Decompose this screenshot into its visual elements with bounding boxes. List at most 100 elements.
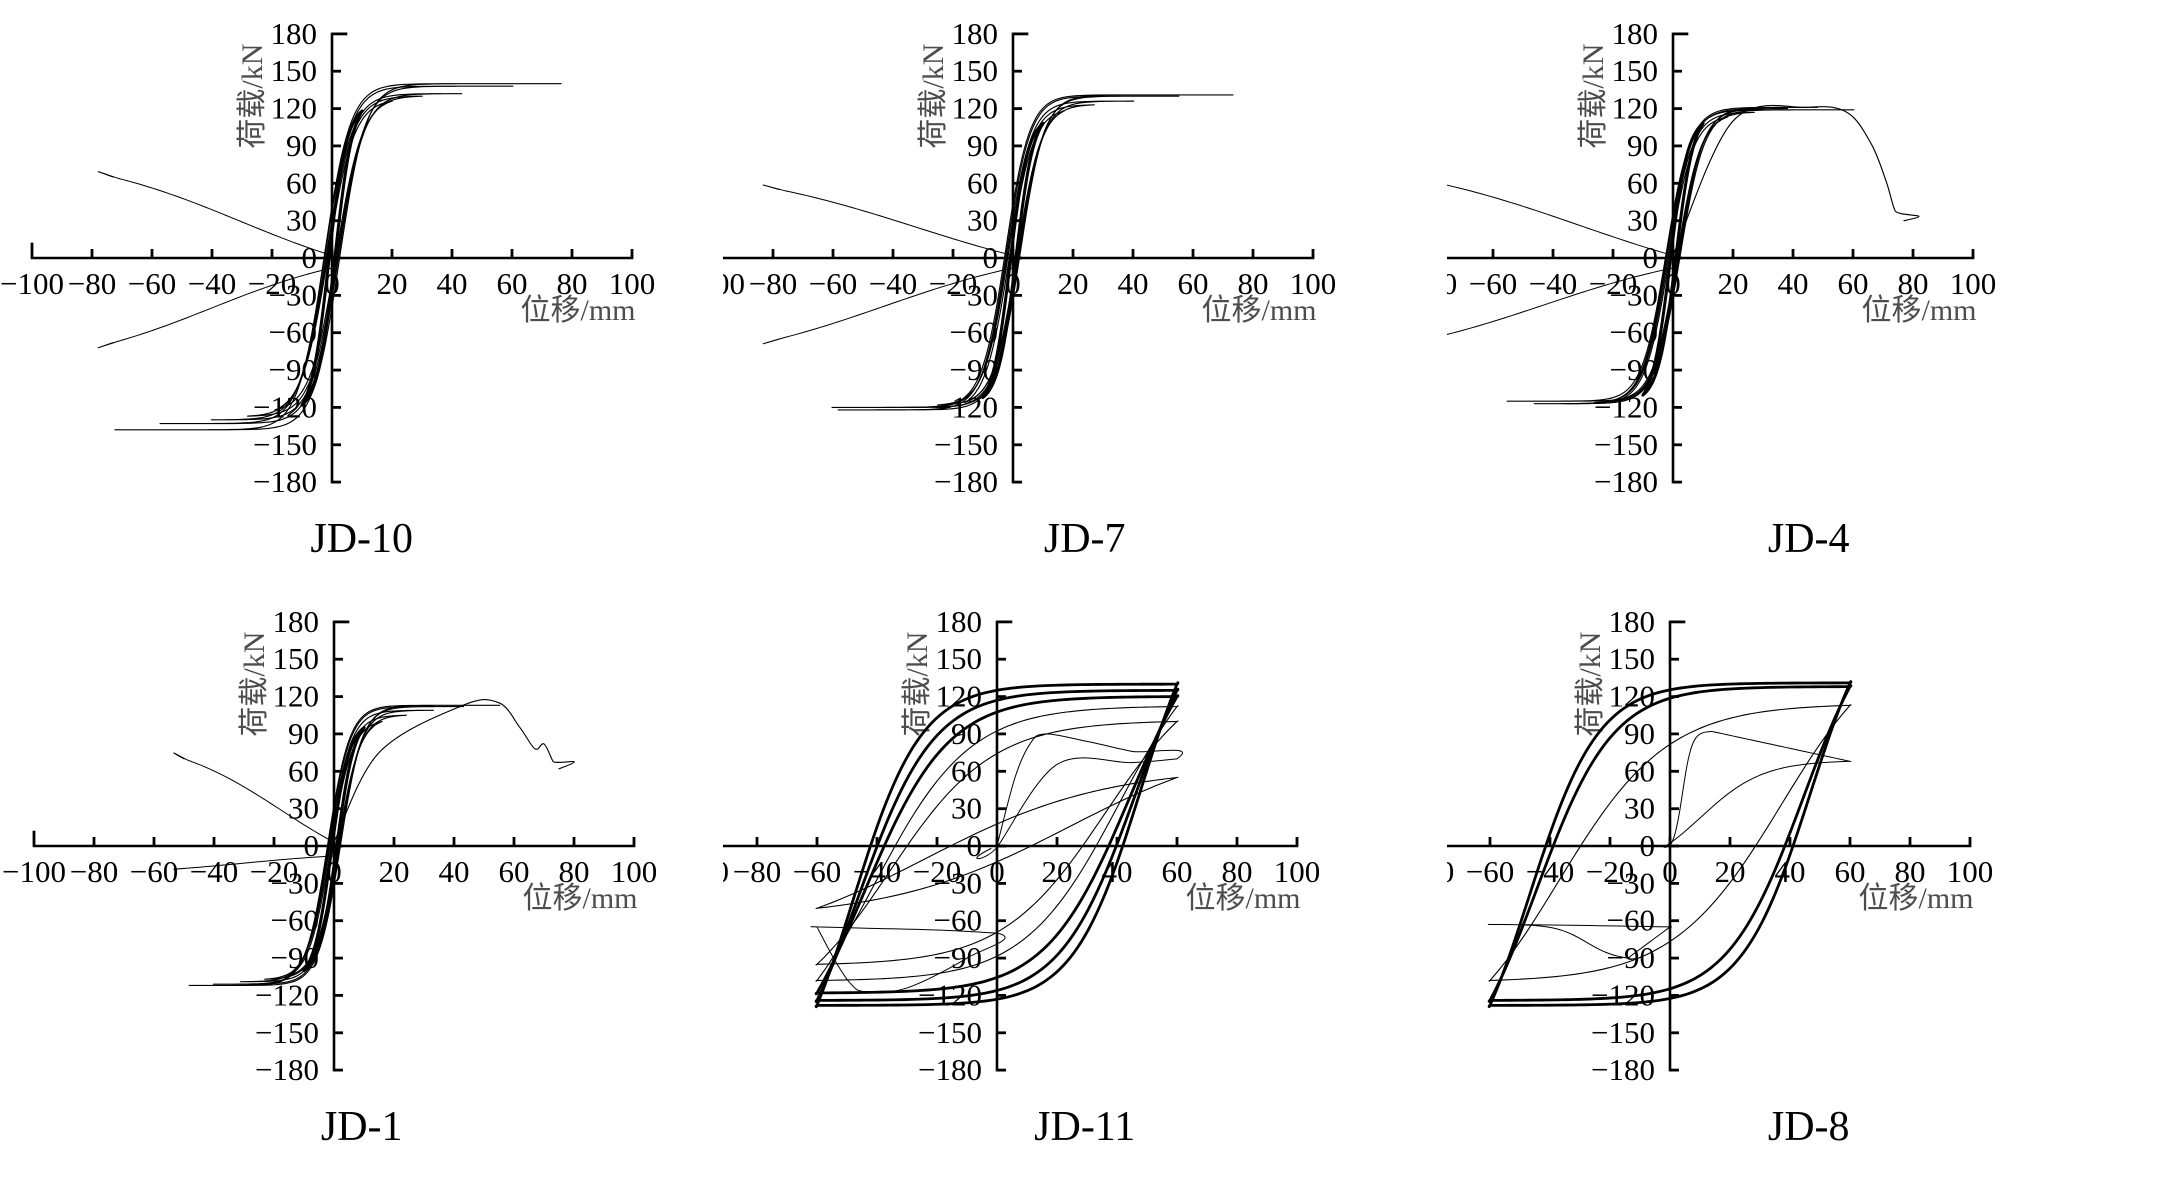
- svg-text:JD-1: JD-1: [321, 1104, 403, 1150]
- svg-text:−30: −30: [271, 865, 319, 900]
- svg-text:90: 90: [286, 128, 317, 163]
- svg-text:180: 180: [273, 604, 319, 639]
- svg-text:−80: −80: [749, 266, 797, 301]
- svg-text:−180: −180: [918, 1052, 982, 1087]
- svg-text:60: 60: [288, 753, 319, 788]
- svg-text:30: 30: [286, 203, 317, 238]
- svg-text:0: 0: [983, 240, 999, 275]
- svg-text:150: 150: [936, 641, 982, 676]
- svg-text:150: 150: [1608, 641, 1654, 676]
- svg-text:180: 180: [952, 16, 998, 51]
- svg-text:20: 20: [1714, 854, 1745, 889]
- svg-text:40: 40: [1777, 266, 1808, 301]
- svg-text:−60: −60: [1606, 903, 1654, 938]
- svg-text:150: 150: [952, 53, 998, 88]
- svg-text:90: 90: [967, 128, 998, 163]
- svg-text:−30: −30: [1609, 277, 1657, 312]
- svg-text:JD-8: JD-8: [1768, 1104, 1850, 1150]
- svg-text:60: 60: [286, 165, 317, 200]
- svg-text:−40: −40: [188, 266, 236, 301]
- svg-text:−60: −60: [809, 266, 857, 301]
- svg-text:−90: −90: [1606, 940, 1654, 975]
- svg-text:20: 20: [377, 266, 408, 301]
- svg-text:150: 150: [273, 641, 319, 676]
- svg-text:JD-4: JD-4: [1768, 516, 1850, 562]
- svg-text:荷载/kN: 荷载/kN: [1577, 44, 1610, 149]
- svg-text:−150: −150: [255, 1015, 319, 1050]
- svg-text:−180: −180: [253, 464, 317, 499]
- svg-text:−180: −180: [1591, 1052, 1655, 1087]
- svg-text:−120: −120: [255, 977, 319, 1012]
- svg-text:−30: −30: [269, 277, 317, 312]
- svg-text:位移/mm: 位移/mm: [1858, 882, 1973, 915]
- svg-text:−60: −60: [128, 266, 176, 301]
- svg-text:20: 20: [1717, 266, 1748, 301]
- svg-text:−100: −100: [0, 266, 64, 301]
- svg-text:0: 0: [301, 240, 317, 275]
- svg-text:60: 60: [1627, 165, 1658, 200]
- svg-text:−60: −60: [1468, 266, 1516, 301]
- svg-text:60: 60: [967, 165, 998, 200]
- svg-text:−60: −60: [934, 903, 982, 938]
- svg-text:−100: −100: [723, 266, 745, 301]
- svg-text:−40: −40: [869, 266, 917, 301]
- svg-text:−150: −150: [253, 427, 317, 462]
- svg-text:−80: −80: [1447, 266, 1457, 301]
- svg-text:−150: −150: [1591, 1015, 1655, 1050]
- svg-text:40: 40: [1118, 266, 1149, 301]
- svg-text:−100: −100: [2, 854, 66, 889]
- svg-text:−100: −100: [723, 854, 729, 889]
- svg-text:0: 0: [1642, 240, 1657, 275]
- svg-text:0: 0: [1639, 828, 1655, 863]
- svg-text:−80: −80: [1447, 854, 1454, 889]
- svg-text:20: 20: [1042, 854, 1073, 889]
- svg-text:150: 150: [271, 53, 317, 88]
- svg-text:30: 30: [1627, 203, 1658, 238]
- svg-text:−180: −180: [934, 464, 998, 499]
- svg-text:荷载/kN: 荷载/kN: [901, 632, 934, 737]
- svg-text:120: 120: [271, 91, 317, 126]
- svg-text:180: 180: [271, 16, 317, 51]
- svg-text:−150: −150: [934, 427, 998, 462]
- svg-text:位移/mm: 位移/mm: [1186, 882, 1301, 915]
- svg-text:位移/mm: 位移/mm: [523, 882, 638, 915]
- svg-text:荷载/kN: 荷载/kN: [1574, 632, 1607, 737]
- svg-text:−180: −180: [255, 1052, 319, 1087]
- svg-text:40: 40: [437, 266, 468, 301]
- svg-text:位移/mm: 位移/mm: [1861, 294, 1976, 327]
- svg-text:−150: −150: [1594, 427, 1658, 462]
- svg-text:JD-10: JD-10: [310, 516, 413, 562]
- svg-text:−80: −80: [68, 266, 116, 301]
- svg-text:−60: −60: [130, 854, 178, 889]
- svg-text:120: 120: [273, 679, 319, 714]
- svg-text:60: 60: [951, 753, 982, 788]
- svg-text:−80: −80: [70, 854, 118, 889]
- svg-text:JD-7: JD-7: [1044, 516, 1126, 562]
- svg-text:30: 30: [1624, 791, 1655, 826]
- svg-text:−30: −30: [1606, 865, 1654, 900]
- svg-text:150: 150: [1611, 53, 1657, 88]
- svg-text:位移/mm: 位移/mm: [521, 294, 636, 327]
- svg-text:120: 120: [1611, 91, 1657, 126]
- svg-text:20: 20: [1058, 266, 1089, 301]
- svg-text:−80: −80: [733, 854, 781, 889]
- svg-text:−150: −150: [918, 1015, 982, 1050]
- svg-text:荷载/kN: 荷载/kN: [236, 44, 269, 149]
- svg-text:180: 180: [1608, 604, 1654, 639]
- svg-text:180: 180: [936, 604, 982, 639]
- svg-text:−40: −40: [190, 854, 238, 889]
- svg-text:30: 30: [951, 791, 982, 826]
- svg-text:30: 30: [288, 791, 319, 826]
- svg-text:JD-11: JD-11: [1034, 1104, 1135, 1150]
- svg-text:0: 0: [967, 828, 983, 863]
- svg-text:120: 120: [952, 91, 998, 126]
- svg-text:20: 20: [379, 854, 410, 889]
- svg-text:90: 90: [288, 716, 319, 751]
- svg-text:荷载/kN: 荷载/kN: [238, 632, 271, 737]
- svg-text:−180: −180: [1594, 464, 1658, 499]
- svg-text:位移/mm: 位移/mm: [1202, 294, 1317, 327]
- svg-text:40: 40: [439, 854, 470, 889]
- svg-text:90: 90: [1627, 128, 1658, 163]
- svg-text:−60: −60: [1465, 854, 1513, 889]
- svg-text:30: 30: [967, 203, 998, 238]
